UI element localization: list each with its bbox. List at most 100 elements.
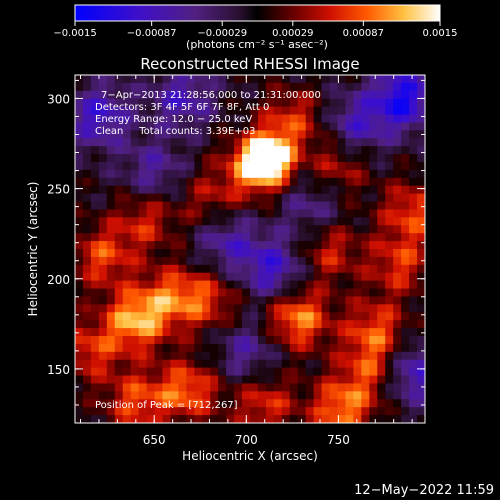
heatmap-cell (265, 296, 275, 305)
heatmap-cell (234, 90, 243, 100)
heatmap-cell (345, 336, 354, 345)
heatmap-cell (353, 359, 362, 369)
heatmap-cell (305, 383, 315, 392)
heatmap-cell (178, 201, 187, 211)
heatmap-cell (385, 312, 394, 321)
heatmap-cell (361, 264, 370, 274)
heatmap-cell (250, 391, 259, 400)
heatmap-cell (202, 343, 211, 353)
heatmap-cell (162, 162, 172, 171)
heatmap-cell (210, 320, 219, 329)
heatmap-cell (170, 98, 179, 108)
heatmap-cell (234, 162, 243, 171)
heatmap-cell (194, 154, 203, 163)
heatmap-cell (409, 82, 418, 92)
x-axis-label: Heliocentric X (arcsec) (182, 449, 318, 463)
heatmap-cell (313, 280, 323, 290)
heatmap-cell (289, 415, 299, 423)
heatmap-cell (377, 146, 386, 155)
heatmap-cell (186, 249, 195, 258)
heatmap-cell (393, 391, 402, 400)
heatmap-cell (75, 288, 84, 298)
heatmap-cell (353, 383, 362, 392)
heatmap-cell (385, 399, 394, 408)
heatmap-cell (202, 225, 211, 234)
heatmap-cell (361, 90, 370, 100)
heatmap-cell (377, 256, 386, 266)
heatmap-cell (321, 146, 331, 155)
heatmap-cell (98, 106, 108, 116)
heatmap-cell (122, 98, 132, 108)
heatmap-cell (401, 193, 410, 203)
heatmap-cell (385, 407, 394, 416)
heatmap-cell (337, 217, 347, 226)
heatmap-cell (130, 336, 140, 345)
heatmap-cell (353, 375, 362, 385)
heatmap-cell (321, 367, 331, 377)
heatmap-cell (297, 391, 307, 400)
heatmap-cell (313, 415, 323, 423)
heatmap-cell (305, 114, 315, 124)
heatmap-cell (82, 225, 92, 234)
heatmap-cell (90, 82, 100, 92)
heatmap-cell (329, 351, 339, 361)
heatmap-cell (138, 391, 148, 400)
heatmap-cell (202, 383, 211, 392)
heatmap-cell (122, 217, 132, 226)
heatmap-cell (329, 90, 339, 100)
heatmap-cell (202, 122, 211, 131)
heatmap-cell (178, 177, 187, 187)
heatmap-cell (82, 177, 92, 187)
heatmap-cell (154, 407, 164, 416)
heatmap-cell (337, 304, 347, 313)
heatmap-cell (138, 138, 148, 147)
heatmap-cell (98, 98, 108, 108)
heatmap-cell (409, 209, 418, 218)
heatmap-cell (106, 209, 116, 218)
heatmap-cell (401, 130, 410, 139)
heatmap-cell (401, 169, 410, 179)
heatmap-cell (90, 288, 100, 298)
heatmap-cell (250, 154, 259, 163)
heatmap-cell (186, 114, 195, 124)
heatmap-cell (289, 359, 299, 369)
heatmap-cell (218, 272, 227, 282)
heatmap-cell (401, 256, 410, 266)
heatmap-cell (345, 367, 354, 377)
heatmap-cell (170, 280, 179, 290)
heatmap-cell (170, 169, 179, 179)
heatmap-cell (369, 241, 378, 250)
heatmap-cell (401, 391, 410, 400)
heatmap-cell (265, 312, 275, 321)
heatmap-cell (106, 304, 116, 313)
heatmap-cell (265, 162, 275, 171)
heatmap-cell (345, 304, 354, 313)
heatmap-cell (257, 225, 267, 234)
heatmap-cell (122, 272, 132, 282)
heatmap-cell (226, 185, 235, 195)
heatmap-cell (178, 209, 187, 218)
heatmap-cell (337, 328, 347, 337)
heatmap-cell (82, 138, 92, 147)
heatmap-cell (194, 122, 203, 131)
heatmap-cell (393, 201, 402, 211)
heatmap-cell (90, 272, 100, 282)
heatmap-cell (90, 304, 100, 313)
heatmap-cell (417, 264, 425, 274)
heatmap-cell (297, 225, 307, 234)
heatmap-cell (273, 233, 283, 242)
heatmap-cell (401, 375, 410, 385)
heatmap-cell (305, 256, 315, 266)
heatmap-cell (106, 320, 116, 329)
heatmap-cell (98, 288, 108, 298)
heatmap-cell (114, 185, 124, 195)
heatmap-cell (194, 146, 203, 155)
heatmap-cell (417, 75, 425, 84)
heatmap-cell (369, 154, 378, 163)
heatmap-cell (409, 75, 418, 84)
heatmap-cell (297, 98, 307, 108)
heatmap-cell (353, 249, 362, 258)
heatmap-cell (313, 375, 323, 385)
heatmap-cell (210, 233, 219, 242)
heatmap-cell (106, 162, 116, 171)
